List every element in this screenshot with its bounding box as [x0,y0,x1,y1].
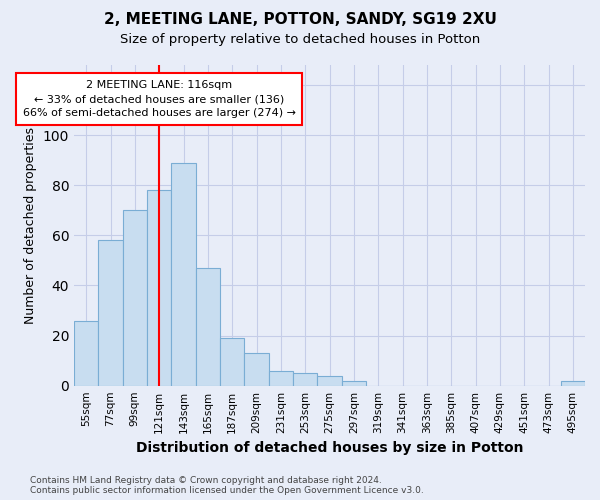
Bar [74,320,98,386]
Bar [269,370,293,386]
Text: Contains public sector information licensed under the Open Government Licence v3: Contains public sector information licen… [30,486,424,495]
Bar [341,380,366,386]
Bar [317,376,341,386]
Bar [293,373,317,386]
X-axis label: Distribution of detached houses by size in Potton: Distribution of detached houses by size … [136,441,523,455]
Bar [196,268,220,386]
Text: 2, MEETING LANE, POTTON, SANDY, SG19 2XU: 2, MEETING LANE, POTTON, SANDY, SG19 2XU [104,12,496,28]
Y-axis label: Number of detached properties: Number of detached properties [24,127,37,324]
Bar [122,210,147,386]
Bar [560,380,585,386]
Bar [244,353,269,386]
Bar [98,240,122,386]
Text: Contains HM Land Registry data © Crown copyright and database right 2024.: Contains HM Land Registry data © Crown c… [30,476,382,485]
Bar [147,190,172,386]
Bar [172,162,196,386]
Text: Size of property relative to detached houses in Potton: Size of property relative to detached ho… [120,34,480,46]
Bar [220,338,244,386]
Text: 2 MEETING LANE: 116sqm
← 33% of detached houses are smaller (136)
66% of semi-de: 2 MEETING LANE: 116sqm ← 33% of detached… [23,80,296,118]
